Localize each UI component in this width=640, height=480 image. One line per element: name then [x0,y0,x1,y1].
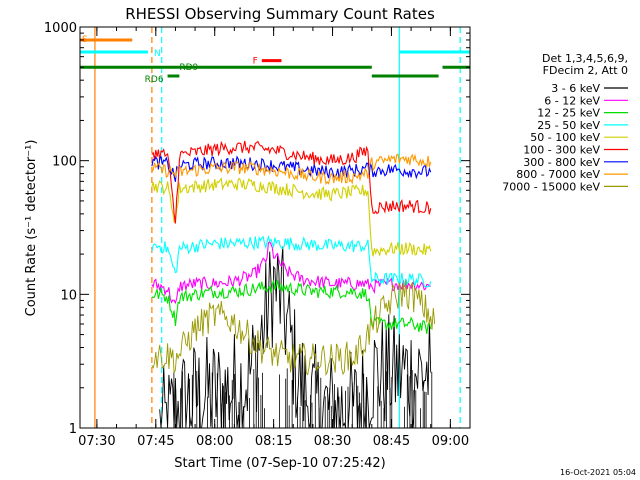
legend-label-3: 25 - 50 keV [537,119,600,132]
legend-label-5: 100 - 300 keV [523,144,600,157]
series-line-5 [151,140,432,224]
legend-label-0: 3 - 6 keV [551,82,600,95]
legend-label-6: 300 - 800 keV [523,156,600,169]
legend-label-7: 800 - 7000 keV [516,168,600,181]
legend-label-1: 6 - 12 keV [544,94,600,107]
y-tick-label-3: 1000 [44,21,77,36]
legend: Det 1,3,4,5,6,9,FDecim 2, Att 0 3 - 6 keV… [502,52,628,193]
x-tick-label-0: 07:30 [78,434,115,449]
annotation-bars: S N F RD9 RD6 [80,35,470,85]
plot-frame [79,26,471,429]
legend-header-0: Det 1,3,4,5,6,9, [542,52,628,65]
annotation-label-1: N [154,49,161,59]
x-tick-label-5: 08:45 [373,434,410,449]
y-tick-label-0: 1 [69,422,77,437]
x-tick-label-6: 09:00 [432,434,469,449]
series-dropouts-0 [173,368,433,428]
series-line-4 [151,177,432,257]
x-axis-label: Start Time (07-Sep-10 07:25:42) [174,456,385,471]
x-tick-label-2: 08:00 [196,434,233,449]
series-line-8 [151,280,436,377]
annotation-label-5: RD6 [145,75,164,85]
annotation-label-4: RD9 [179,63,198,73]
legend-label-4: 50 - 100 keV [530,131,600,144]
x-tick-label-1: 07:45 [137,434,174,449]
y-tick-label-1: 10 [60,288,77,303]
x-tick-label-3: 08:15 [255,434,292,449]
legend-header-1: FDecim 2, Att 0 [543,64,628,77]
series-line-3 [151,234,432,288]
chart-title: RHESSI Observing Summary Count Rates [125,5,435,23]
annotation-label-3: F [253,57,258,67]
x-tick-label-4: 08:30 [314,434,351,449]
series-line-2 [151,278,432,334]
plot-area [94,27,461,428]
y-axis-label: Count Rate (s⁻¹ detector⁻¹) [24,140,39,317]
series-line-7 [151,153,432,186]
legend-label-8: 7000 - 15000 keV [502,180,600,193]
y-tick-label-2: 100 [52,155,77,170]
axes: 1 10 100 1000 07:30 07:45 08:00 08:15 08:30 08:45… [44,21,471,449]
series-line-6 [151,155,432,182]
timestamp: 16-Oct-2021 05:04 [560,468,636,477]
legend-label-2: 12 - 25 keV [537,107,600,120]
annotation-label-0: S [82,35,88,45]
